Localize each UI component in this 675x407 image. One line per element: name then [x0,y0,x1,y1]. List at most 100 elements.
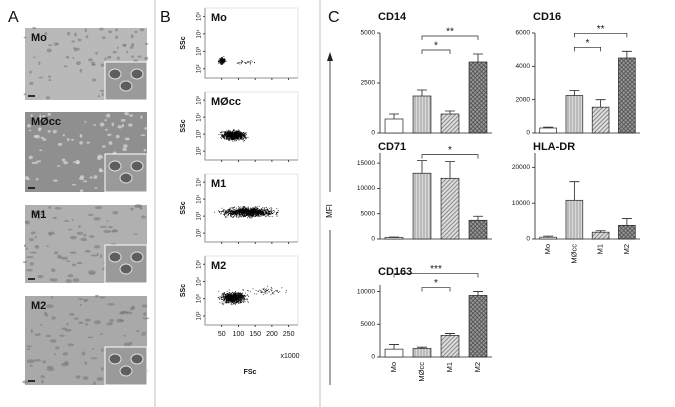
event-dot [218,210,219,212]
event-dot [240,134,241,136]
cell [75,159,81,164]
event-dot [228,132,230,134]
inset-cell [130,160,144,172]
event-dot [239,210,241,212]
event-dot [222,303,224,305]
event-dot [225,296,227,298]
event-dot [244,301,246,303]
cell [25,220,30,225]
event-dot [223,59,225,61]
event-dot [238,297,240,299]
event-dot [256,209,257,211]
cell [48,75,52,78]
event-dot [223,213,225,215]
event-dot [237,134,239,136]
event-dot [242,134,244,135]
event-dot [233,211,234,213]
event-dot [239,138,241,140]
event-dot [243,132,244,134]
event-dot [231,293,232,295]
event-dot [222,60,224,62]
event-dot [235,137,237,139]
event-dot [244,134,245,136]
event-dot [231,298,233,300]
event-dot [226,132,228,133]
event-dot [276,208,278,210]
cell [84,249,91,253]
event-dot [256,293,258,295]
event-dot [255,206,257,208]
event-dot [241,210,243,212]
event-dot [221,212,222,214]
event-dot [266,209,268,211]
event-dot [234,299,236,301]
event-dot [221,56,223,58]
y-tick-label: 2500 [361,80,376,87]
event-dot [223,61,224,62]
event-dot [237,131,239,133]
event-dot [252,213,254,215]
error-bar [569,181,580,201]
event-dot [242,137,244,139]
event-dot [243,211,244,213]
event-dot [263,215,265,216]
event-dot [225,302,226,303]
event-dot [236,214,237,216]
event-dot [229,209,231,211]
cell [141,331,147,334]
cell [109,318,114,323]
event-dot [223,209,225,210]
event-dot [237,138,238,140]
event-dot [234,210,236,212]
event-dot [236,135,238,137]
event-dot [244,215,246,217]
event-dot [234,215,236,217]
event-dot [230,295,232,297]
event-dot [264,292,266,294]
event-dot [222,60,224,61]
bar [591,106,610,134]
event-dot [250,207,252,209]
event-dot [228,299,230,301]
event-dot [230,304,232,305]
event-dot [234,300,236,302]
event-dot [233,297,234,299]
event-dot [238,296,240,298]
event-dot [220,61,222,63]
event-dot [240,301,242,303]
event-dot [231,299,233,301]
event-dot [244,208,245,210]
event-dot [235,298,236,300]
event-dot [230,216,232,218]
event-dot [236,211,237,212]
y-tick-label: 0 [371,354,375,361]
error-bar [621,50,632,58]
event-dot [229,131,231,132]
event-dot [235,133,237,135]
event-dot [260,213,262,215]
event-dot [228,214,230,216]
plot-box [204,255,299,326]
event-dot [266,215,268,217]
event-dot [238,300,239,302]
cell [96,377,104,381]
cell [46,367,55,372]
event-dot [224,298,226,299]
event-dot [230,134,232,136]
cell [74,47,80,51]
x-tick-label: Mo [543,244,552,254]
event-dot [236,301,238,302]
y-tick-label: 10³ [197,294,203,303]
event-dot [253,207,254,209]
event-dot [223,300,225,302]
cell [116,46,119,49]
event-dot [237,134,239,135]
event-dot [244,297,245,299]
event-dot [232,213,234,215]
event-dot [234,295,236,297]
event-dot [236,139,237,141]
image-label: M1 [31,209,46,221]
event-dot [225,298,227,300]
event-dot [222,135,224,137]
cell [53,179,58,182]
